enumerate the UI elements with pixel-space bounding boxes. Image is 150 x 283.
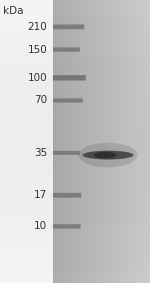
Text: 17: 17 [34, 190, 47, 200]
Text: 35: 35 [34, 148, 47, 158]
FancyBboxPatch shape [53, 193, 81, 198]
FancyBboxPatch shape [53, 24, 84, 29]
FancyBboxPatch shape [53, 151, 80, 155]
Text: 10: 10 [34, 221, 47, 231]
FancyBboxPatch shape [53, 75, 86, 80]
Text: 70: 70 [34, 95, 47, 106]
FancyBboxPatch shape [53, 47, 80, 52]
Text: 100: 100 [28, 73, 47, 83]
Bar [0, 0, 53, 283]
Text: 210: 210 [27, 22, 47, 32]
Ellipse shape [79, 143, 137, 167]
Ellipse shape [94, 152, 116, 158]
Ellipse shape [82, 151, 134, 160]
FancyBboxPatch shape [53, 98, 83, 102]
Text: kDa: kDa [3, 6, 24, 16]
FancyBboxPatch shape [53, 224, 81, 229]
Text: 150: 150 [27, 44, 47, 55]
